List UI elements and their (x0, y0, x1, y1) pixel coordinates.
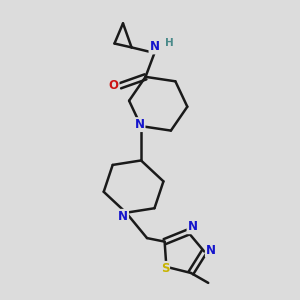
Text: H: H (165, 38, 174, 47)
Text: N: N (118, 210, 128, 223)
Text: N: N (149, 40, 160, 53)
Text: O: O (109, 79, 118, 92)
Text: N: N (188, 220, 197, 233)
Text: N: N (206, 244, 216, 256)
Text: N: N (134, 118, 145, 131)
Text: S: S (160, 262, 169, 275)
